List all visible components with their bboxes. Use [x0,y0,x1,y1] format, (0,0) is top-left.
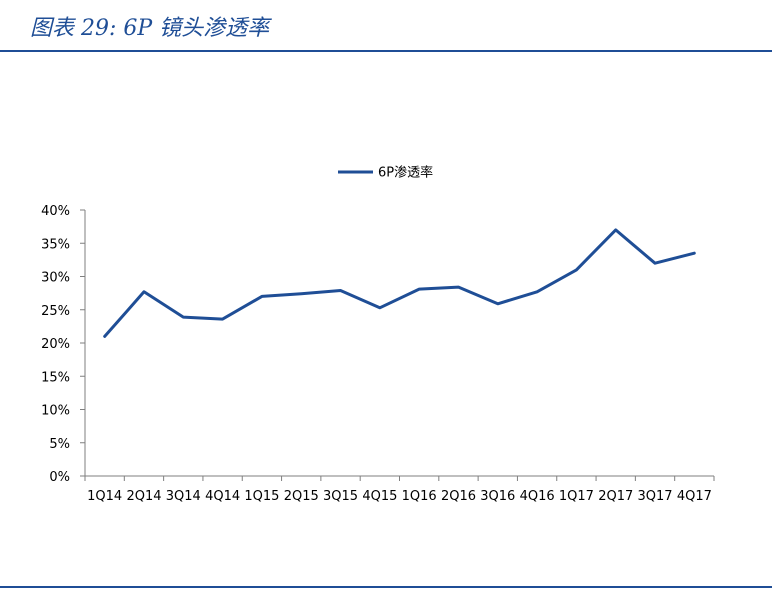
axes [80,209,715,481]
legend: 6P渗透率 [338,165,433,181]
y-tick-label: 5% [49,437,70,452]
title-divider [0,50,772,52]
x-tick-label: 4Q15 [362,489,397,504]
x-tick-label: 4Q16 [520,489,555,504]
bottom-divider [0,586,772,588]
x-tick-label: 3Q14 [166,489,201,504]
y-tick-labels: 0% 5% 10% 15% 20% 25% 30% 35% 40% [41,204,70,485]
x-tick-label: 4Q14 [205,489,240,504]
x-tick-label: 1Q15 [244,489,279,504]
y-tick-label: 25% [41,304,70,319]
x-tick-label: 2Q14 [126,489,161,504]
x-tick-label: 3Q17 [638,489,673,504]
x-tick-label: 1Q16 [402,489,437,504]
x-tick-label: 1Q17 [559,489,594,504]
y-tick-label: 0% [49,470,70,485]
x-tick-label: 3Q15 [323,489,358,504]
series-line [103,228,696,338]
x-tick-labels: 1Q14 2Q14 3Q14 4Q14 1Q15 2Q15 3Q15 4Q15 1Q16 2Q16… [87,489,712,504]
x-tick-label: 2Q16 [441,489,476,504]
y-tick-label: 35% [41,237,70,252]
x-tick-label: 1Q14 [87,489,122,504]
x-tick-label: 3Q16 [480,489,515,504]
series-group [103,228,696,338]
y-tick-label: 10% [41,404,70,419]
x-tick-label: 2Q15 [284,489,319,504]
legend-label: 6P渗透率 [378,165,433,181]
y-tick-label: 30% [41,271,70,286]
x-tick-label: 2Q17 [598,489,633,504]
figure-title: 图表 29: 6P 镜头渗透率 [30,16,270,41]
y-tick-label: 40% [41,204,70,219]
x-tick-label: 4Q17 [677,489,712,504]
y-tick-label: 15% [41,370,70,385]
y-tick-label: 20% [41,337,70,352]
